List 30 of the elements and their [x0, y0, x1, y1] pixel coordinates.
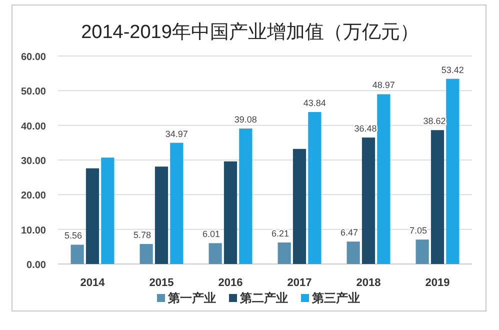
x-tick-label: 2015 [149, 277, 174, 289]
data-label: 6.47 [340, 228, 358, 238]
data-label: 6.01 [202, 229, 220, 240]
x-tick-label: 2018 [356, 277, 381, 289]
y-tick-label: 40.00 [20, 121, 46, 132]
data-label: 34.97 [165, 128, 188, 139]
x-tick-label: 2016 [218, 277, 243, 289]
data-label: 53.42 [441, 64, 464, 75]
data-label: 43.84 [303, 98, 326, 108]
legend-label: 第三产业 [311, 291, 360, 305]
y-tick-label: 20.00 [20, 190, 46, 202]
legend-label: 第二产业 [239, 291, 288, 305]
data-label: 48.97 [372, 80, 395, 90]
x-tick-label: 2014 [80, 277, 106, 289]
data-label: 5.78 [134, 230, 152, 240]
data-label: 5.56 [64, 230, 82, 241]
data-label: 39.08 [234, 114, 257, 125]
x-tick-label: 2017 [287, 277, 312, 289]
y-tick-label: 10.00 [20, 225, 46, 236]
x-tick-label: 2019 [425, 277, 450, 289]
y-tick-label: 60.00 [20, 52, 46, 63]
data-label: 36.48 [354, 124, 377, 134]
data-label: 38.62 [423, 116, 446, 126]
data-label: 6.21 [272, 228, 290, 238]
y-tick-label: 50.00 [20, 86, 46, 98]
y-tick-label: 0.00 [26, 260, 46, 271]
y-tick-label: 30.00 [20, 156, 46, 167]
data-label: 7.05 [410, 226, 428, 236]
legend-label: 第一产业 [167, 291, 216, 305]
title: 2014-2019年中国产业增加值（万亿元） [81, 22, 419, 43]
